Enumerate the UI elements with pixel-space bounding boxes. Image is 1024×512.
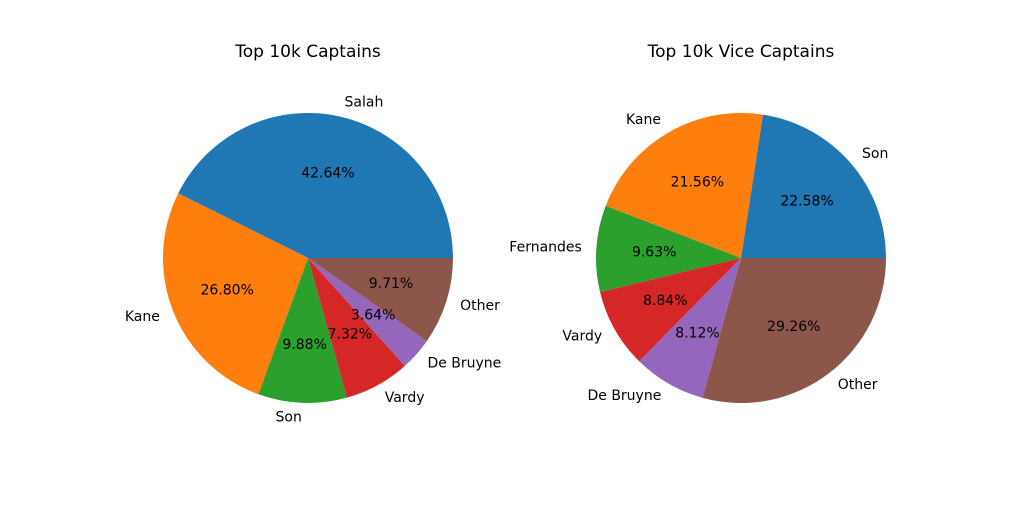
captains-pct-de-bruyne: 3.64% <box>351 308 395 324</box>
vice-captains-pie-chart: Top 10k Vice Captains Son 22.58% Kane 21.56… <box>509 42 888 404</box>
vice-captains-label-kane: Kane <box>626 112 661 128</box>
vice-captains-pct-son: 22.58% <box>780 193 833 209</box>
captains-pct-salah: 42.64% <box>301 165 354 181</box>
captains-slice-de-bruyne <box>308 258 427 366</box>
captains-pct-vardy: 7.32% <box>328 326 372 342</box>
captains-slice-other <box>308 258 453 342</box>
vice-captains-label-other: Other <box>838 377 878 393</box>
vice-captains-label-son: Son <box>862 146 888 162</box>
captains-slice-kane <box>163 193 308 395</box>
captains-label-salah: Salah <box>345 95 384 111</box>
vice-captains-pct-de-bruyne: 8.12% <box>675 325 719 341</box>
captains-pie-chart: Top 10k Captains Salah 42.64% Kane 26.80% So… <box>125 42 501 425</box>
vice-captains-slice-vardy <box>600 258 741 362</box>
captains-labels: Salah 42.64% Kane 26.80% Son 9.88% Vardy 7.32% D… <box>125 95 501 426</box>
vice-captains-slice-de-bruyne <box>639 258 741 398</box>
vice-captains-slice-fernandes <box>595 205 741 293</box>
captains-label-vardy: Vardy <box>385 390 425 406</box>
vice-captains-slice-son <box>741 114 886 258</box>
captains-label-de-bruyne: De Bruyne <box>427 356 501 372</box>
captains-label-son: Son <box>276 409 302 425</box>
vice-captains-pct-other: 29.26% <box>767 319 820 335</box>
vice-captains-label-de-bruyne: De Bruyne <box>587 388 661 404</box>
captains-pct-son: 9.88% <box>282 337 326 353</box>
captains-slice-salah <box>178 112 453 258</box>
captains-chart-title: Top 10k Captains <box>234 42 381 62</box>
vice-captains-label-fernandes: Fernandes <box>509 240 582 256</box>
vice-captains-label-vardy: Vardy <box>562 329 602 345</box>
captains-pct-kane: 26.80% <box>201 282 254 298</box>
vice-captains-slices <box>595 113 886 404</box>
vice-captains-slice-kane <box>605 113 763 259</box>
captains-label-other: Other <box>460 298 500 314</box>
captains-pct-other: 9.71% <box>369 276 413 292</box>
vice-captains-labels: Son 22.58% Kane 21.56% Fernandes 9.63% Vardy 8.… <box>509 112 888 404</box>
vice-captains-pct-kane: 21.56% <box>671 175 724 191</box>
captains-label-kane: Kane <box>125 309 160 325</box>
vice-captains-slice-other <box>702 258 886 404</box>
vice-captains-chart-title: Top 10k Vice Captains <box>647 42 835 62</box>
captains-slice-son <box>258 258 347 403</box>
captains-slices <box>163 112 453 403</box>
captains-slice-vardy <box>308 258 405 398</box>
vice-captains-pct-fernandes: 9.63% <box>632 244 676 260</box>
vice-captains-pct-vardy: 8.84% <box>643 293 687 309</box>
